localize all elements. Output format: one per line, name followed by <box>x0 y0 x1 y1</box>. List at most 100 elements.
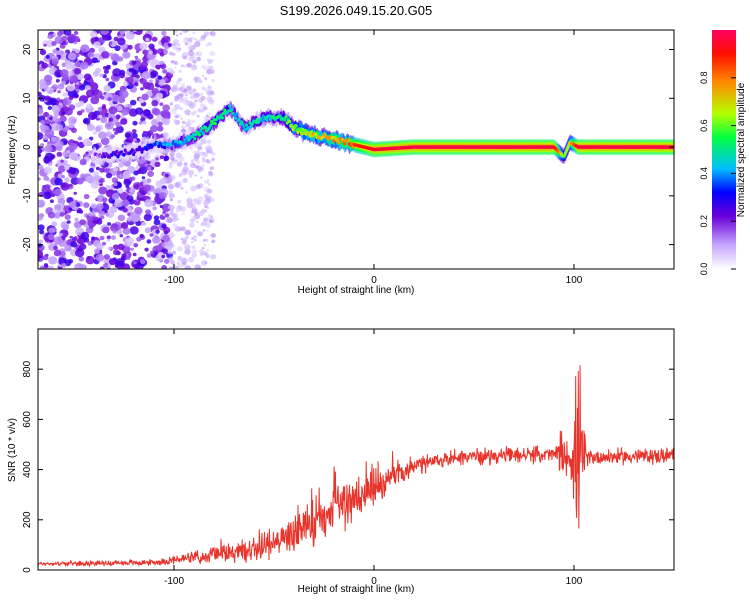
noise-blob <box>206 96 213 103</box>
noise-blob <box>43 158 50 164</box>
noise-blob <box>113 56 121 62</box>
noise-blob <box>65 61 74 70</box>
noise-blob <box>190 111 196 116</box>
noise-blob <box>152 206 157 211</box>
noise-blob <box>152 236 161 244</box>
noise-blob <box>38 239 43 244</box>
noise-blob <box>143 213 152 222</box>
ridge-cell <box>235 112 239 117</box>
noise-blob <box>76 210 81 214</box>
ridge-cell <box>132 152 136 157</box>
noise-blob <box>196 141 202 146</box>
noise-blob <box>58 232 63 237</box>
noise-blob <box>205 261 208 264</box>
noise-blob <box>171 213 178 219</box>
noise-blob <box>43 191 52 200</box>
noise-blob <box>89 82 99 91</box>
noise-blob <box>159 155 165 160</box>
noise-blob <box>69 75 79 84</box>
y-tick-label: 20 <box>22 44 33 56</box>
noise-blob <box>206 179 210 182</box>
noise-blob <box>135 50 140 54</box>
noise-blob <box>54 140 64 149</box>
ridge-cell <box>337 140 341 145</box>
noise-blob <box>164 258 170 264</box>
noise-blob <box>182 171 188 176</box>
noise-blob <box>85 256 95 265</box>
noise-blob <box>122 227 131 235</box>
noise-blob <box>177 200 182 204</box>
noise-blob <box>155 229 160 234</box>
noise-blob <box>78 85 85 91</box>
noise-blob <box>194 41 201 48</box>
noise-blob <box>94 175 100 180</box>
noise-blob <box>159 204 164 209</box>
noise-blob <box>120 118 128 125</box>
noise-blob <box>186 199 193 206</box>
noise-blob <box>180 98 185 103</box>
noise-blob <box>204 77 208 80</box>
ridge-cell <box>244 123 248 127</box>
noise-blob <box>77 136 83 141</box>
ridge-cell <box>212 118 216 122</box>
noise-blob <box>132 252 137 257</box>
noise-blob <box>150 125 158 133</box>
noise-blob <box>133 170 139 176</box>
noise-blob <box>169 102 174 106</box>
noise-blob <box>133 261 137 265</box>
noise-blob <box>70 241 78 248</box>
ridge-cell <box>184 139 188 143</box>
noise-blob <box>117 37 126 46</box>
noise-blob <box>182 242 186 245</box>
noise-blob <box>149 233 154 237</box>
noise-blob <box>38 177 41 181</box>
noise-blob <box>210 233 216 238</box>
noise-blob <box>114 131 118 135</box>
noise-blob <box>88 167 94 173</box>
ridge-cell <box>288 119 292 124</box>
noise-blob <box>177 43 181 47</box>
noise-blob <box>161 224 167 229</box>
noise-blob <box>172 45 178 50</box>
noise-blob <box>41 62 48 69</box>
ridge-cell <box>211 121 215 126</box>
noise-blob <box>155 157 159 161</box>
noise-blob <box>167 249 173 255</box>
ridge-cell <box>564 151 568 155</box>
noise-blob <box>207 41 212 46</box>
x-tick-label: 100 <box>566 576 583 587</box>
noise-blob <box>191 208 198 214</box>
noise-blob <box>79 209 84 214</box>
noise-blob <box>152 108 161 116</box>
noise-blob <box>101 105 107 110</box>
noise-blob <box>182 178 188 183</box>
ridge-cell <box>176 140 180 145</box>
noise-blob <box>129 226 139 235</box>
noise-blob <box>141 93 149 101</box>
noise-blob <box>172 223 178 228</box>
noise-blob <box>87 124 95 132</box>
ridge-cell <box>147 146 151 150</box>
noise-blob <box>105 77 110 82</box>
noise-blob <box>207 214 213 219</box>
noise-blob <box>122 207 128 213</box>
noise-blob <box>131 214 141 223</box>
ridge-cell <box>298 128 302 133</box>
noise-blob <box>119 30 126 35</box>
noise-blob <box>194 165 199 169</box>
noise-blob <box>201 157 206 161</box>
noise-blob <box>171 157 175 162</box>
ridge-cell <box>130 148 134 152</box>
noise-blob <box>74 236 78 240</box>
noise-blob <box>187 89 194 95</box>
noise-blob <box>202 74 205 77</box>
noise-blob <box>192 163 196 166</box>
noise-blob <box>39 49 47 56</box>
noise-blob <box>204 252 209 257</box>
colorbar-scale <box>712 30 736 269</box>
noise-blob <box>174 66 177 69</box>
y-tick-label: 10 <box>22 92 33 104</box>
noise-blob <box>191 215 197 221</box>
noise-blob <box>143 184 151 192</box>
noise-blob <box>201 163 205 167</box>
